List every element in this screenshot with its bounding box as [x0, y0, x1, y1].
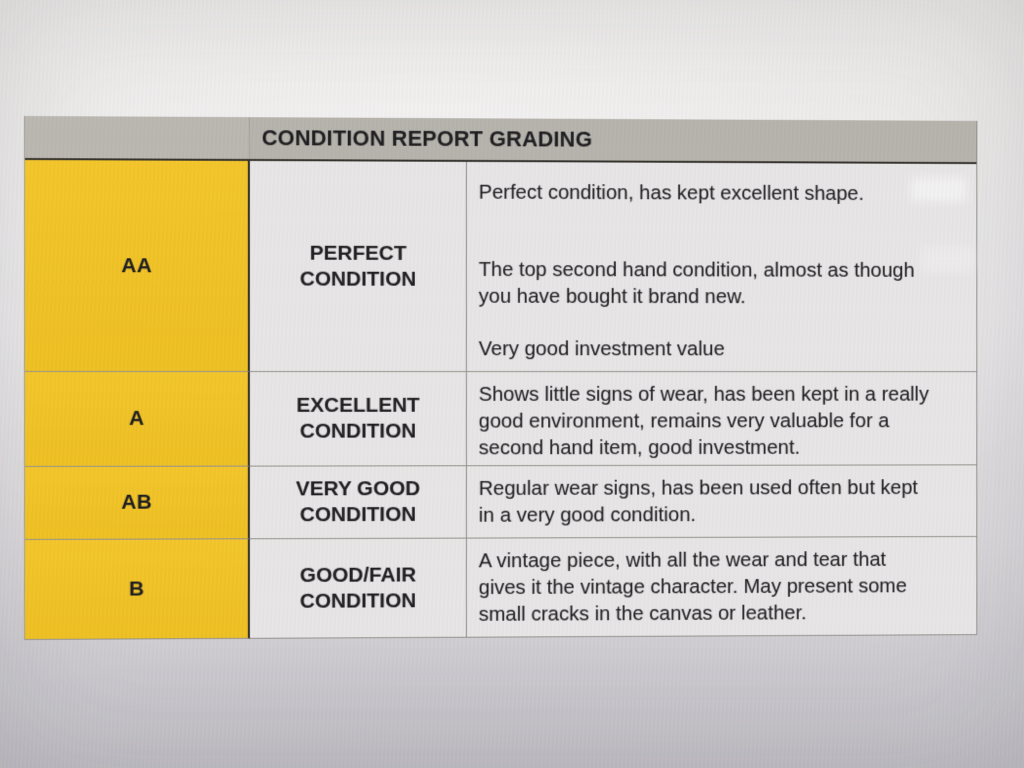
description-line: small cracks in the canvas or leather. — [478, 601, 807, 626]
description-paragraph: The top second hand condition, almost as… — [479, 256, 963, 310]
table-title: CONDITION REPORT GRADING — [261, 125, 593, 152]
description-line: Very good investment value — [478, 337, 725, 361]
header-spacer-cell — [24, 116, 250, 159]
table-header-row: CONDITION REPORT GRADING — [24, 116, 977, 165]
condition-report-table: CONDITION REPORT GRADING AA PERFECT COND… — [24, 116, 978, 640]
description-line: Regular wear signs, has been used often … — [478, 476, 918, 500]
description-paragraph: A vintage piece, with all the wear and t… — [479, 546, 963, 628]
description-cell: Regular wear signs, has been used often … — [466, 465, 977, 539]
description-line: A vintage piece, with all the wear and t… — [478, 548, 886, 573]
description-paragraph: Perfect condition, has kept excellent sh… — [479, 179, 963, 207]
description-line: in a very good condition. — [478, 503, 696, 527]
condition-label-cell: VERY GOOD CONDITION — [249, 466, 467, 540]
table-row-a: A EXCELLENT CONDITION Shows little signs… — [24, 372, 977, 467]
description-paragraph: Very good investment value — [479, 335, 963, 362]
table-row-ab: AB VERY GOOD CONDITION Regular wear sign… — [24, 465, 977, 540]
grade-code: B — [128, 577, 145, 601]
condition-label-cell: PERFECT CONDITION — [249, 160, 467, 373]
header-title-cell: CONDITION REPORT GRADING — [249, 117, 977, 163]
description-paragraph: Shows little signs of wear, has been kep… — [479, 381, 963, 461]
grade-cell: B — [24, 539, 250, 640]
grade-code: AB — [121, 490, 153, 514]
description-line: The top second hand condition, almost as… — [478, 258, 915, 282]
grade-code: AA — [121, 253, 153, 277]
description-line: second hand item, good investment. — [478, 436, 800, 460]
description-line: gives it the vintage character. May pres… — [478, 574, 907, 600]
grade-code: A — [128, 406, 145, 430]
condition-label-cell: EXCELLENT CONDITION — [249, 372, 467, 467]
description-cell: Perfect condition, has kept excellent sh… — [466, 161, 977, 373]
description-paragraph: Regular wear signs, has been used often … — [479, 474, 963, 528]
description-line: good environment, remains very valuable … — [478, 409, 890, 433]
table-row-aa: AA PERFECT CONDITION Perfect condition, … — [24, 160, 977, 373]
description-line: you have bought it brand new. — [478, 284, 746, 309]
grade-cell: AB — [24, 466, 250, 540]
description-line: Perfect condition, has kept excellent sh… — [478, 180, 864, 205]
condition-label: GOOD/FAIR CONDITION — [299, 563, 417, 613]
grade-cell: AA — [24, 160, 250, 373]
description-cell: Shows little signs of wear, has been kep… — [466, 372, 977, 467]
condition-label: VERY GOOD CONDITION — [295, 477, 421, 527]
condition-label-cell: GOOD/FAIR CONDITION — [249, 538, 467, 639]
table-row-b: B GOOD/FAIR CONDITION A vintage piece, w… — [24, 536, 977, 640]
description-line: Shows little signs of wear, has been kep… — [478, 382, 929, 406]
description-cell: A vintage piece, with all the wear and t… — [466, 536, 977, 638]
condition-label: PERFECT CONDITION — [299, 241, 417, 291]
grade-cell: A — [24, 372, 250, 467]
condition-label: EXCELLENT CONDITION — [296, 393, 420, 443]
